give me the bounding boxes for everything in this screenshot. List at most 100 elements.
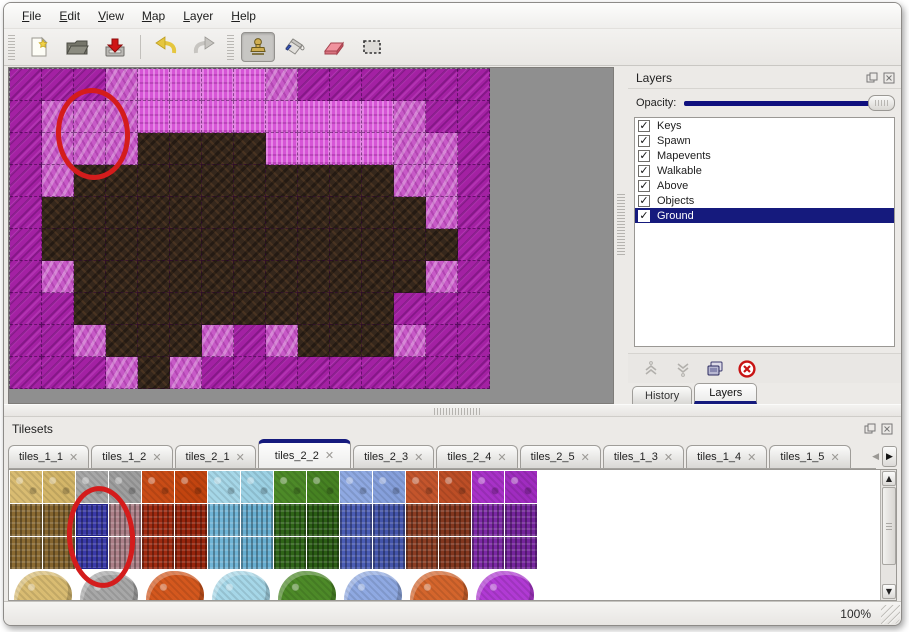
map-tile-dark-brown-rock[interactable] — [202, 197, 234, 229]
map-tile-dark-brown-rock[interactable] — [170, 197, 202, 229]
map-tile-dark-brown-rock[interactable] — [266, 293, 298, 325]
map-tile-bright-pink-moss[interactable] — [138, 101, 170, 133]
map-tile-light-pink-rock[interactable] — [426, 197, 458, 229]
map-tile-dark-brown-rock[interactable] — [106, 197, 138, 229]
map-tile-magenta-rock[interactable] — [426, 293, 458, 325]
map-tile-dark-brown-rock[interactable] — [234, 229, 266, 261]
tileset-cell-redrock[interactable] — [439, 504, 471, 536]
map-tile-light-pink-rock[interactable] — [74, 101, 106, 133]
layer-visibility-checkbox[interactable]: ✓ — [638, 164, 650, 177]
map-tile-magenta-rock[interactable] — [10, 325, 42, 357]
map-tile-magenta-rock[interactable] — [10, 165, 42, 197]
map-tile-dark-brown-rock[interactable] — [170, 325, 202, 357]
tileset-cell-redrock[interactable] — [406, 504, 438, 536]
tileset-cell-vine[interactable] — [274, 471, 306, 503]
map-tile-magenta-rock[interactable] — [10, 357, 42, 389]
map-tile-magenta-rock[interactable] — [10, 101, 42, 133]
map-tile-light-pink-rock[interactable] — [426, 133, 458, 165]
tileset-cell-crystal[interactable] — [340, 504, 372, 536]
map-tile-dark-brown-rock[interactable] — [394, 197, 426, 229]
map-tile-dark-brown-rock[interactable] — [234, 261, 266, 293]
map-tile-dark-brown-rock[interactable] — [298, 293, 330, 325]
map-tile-light-pink-rock[interactable] — [202, 325, 234, 357]
map-tile-dark-brown-rock[interactable] — [138, 261, 170, 293]
map-tile-dark-brown-rock[interactable] — [202, 133, 234, 165]
layer-row-ground[interactable]: ✓ Ground — [635, 208, 894, 223]
map-tile-magenta-rock[interactable] — [10, 69, 42, 101]
map-tile-bright-pink-moss[interactable] — [138, 69, 170, 101]
map-tile-bright-pink-moss[interactable] — [234, 101, 266, 133]
splitter-grip-horizontal[interactable] — [434, 408, 480, 415]
horizontal-splitter[interactable] — [4, 404, 901, 417]
map-tile-magenta-rock[interactable] — [298, 69, 330, 101]
map-tile-dark-brown-rock[interactable] — [106, 165, 138, 197]
map-tile-dark-brown-rock[interactable] — [362, 325, 394, 357]
tileset-cell-straw[interactable] — [10, 537, 42, 569]
scroll-thumb[interactable] — [882, 487, 896, 565]
map-tile-dark-brown-rock[interactable] — [234, 197, 266, 229]
tab-close-icon[interactable]: ✕ — [69, 450, 79, 464]
map-tile-bright-pink-moss[interactable] — [266, 101, 298, 133]
toolbar-drag-handle[interactable] — [8, 34, 15, 60]
tileset-cell-redrock[interactable] — [406, 471, 438, 503]
map-tile-magenta-rock[interactable] — [458, 325, 490, 357]
map-tile-dark-brown-rock[interactable] — [202, 293, 234, 325]
map-tile-dark-brown-rock[interactable] — [74, 229, 106, 261]
map-tile-dark-brown-rock[interactable] — [42, 229, 74, 261]
map-tile-bright-pink-moss[interactable] — [298, 101, 330, 133]
tileset-tab-tiles_2_3[interactable]: tiles_2_3 ✕ — [353, 445, 435, 468]
map-tile-dark-brown-rock[interactable] — [74, 261, 106, 293]
map-tile-bright-pink-moss[interactable] — [266, 133, 298, 165]
tileset-cell-crystal[interactable] — [340, 537, 372, 569]
float-panel-icon[interactable] — [865, 71, 878, 84]
map-tile-dark-brown-rock[interactable] — [138, 325, 170, 357]
tileset-cell-straw[interactable] — [43, 471, 75, 503]
tileset-cell-stone[interactable] — [109, 537, 141, 569]
tileset-cell-straw[interactable] — [43, 537, 75, 569]
tileset-cell-ice[interactable] — [241, 504, 273, 536]
tileset-cell-vine[interactable] — [307, 504, 339, 536]
map-tile-magenta-rock[interactable] — [10, 293, 42, 325]
duplicate-layer-button[interactable] — [704, 359, 726, 379]
map-tile-dark-brown-rock[interactable] — [266, 229, 298, 261]
map-tile-magenta-rock[interactable] — [394, 293, 426, 325]
map-tile-dark-brown-rock[interactable] — [298, 325, 330, 357]
toolbar-drag-handle-2[interactable] — [227, 34, 234, 60]
tileset-cell-ice[interactable] — [208, 504, 240, 536]
tileset-blob[interactable] — [344, 571, 402, 600]
tileset-grid[interactable] — [10, 471, 537, 569]
map-tile-magenta-rock[interactable] — [362, 69, 394, 101]
map-tile-dark-brown-rock[interactable] — [426, 229, 458, 261]
tileset-cell-lava[interactable] — [142, 471, 174, 503]
tileset-viewport[interactable]: ▲ ▼ — [8, 469, 897, 601]
map-tile-dark-brown-rock[interactable] — [298, 229, 330, 261]
map-tile-dark-brown-rock[interactable] — [362, 261, 394, 293]
map-tile-dark-brown-rock[interactable] — [202, 165, 234, 197]
map-tile-dark-brown-rock[interactable] — [170, 261, 202, 293]
tileset-cell-purple[interactable] — [505, 537, 537, 569]
map-tile-light-pink-rock[interactable] — [106, 69, 138, 101]
tileset-blob[interactable] — [410, 571, 468, 600]
map-tile-light-pink-rock[interactable] — [106, 357, 138, 389]
map-tile-dark-brown-rock[interactable] — [266, 197, 298, 229]
splitter-grip[interactable] — [617, 193, 625, 255]
map-tile-dark-brown-rock[interactable] — [394, 261, 426, 293]
map-tile-dark-brown-rock[interactable] — [362, 229, 394, 261]
tileset-tab-tiles_1_4[interactable]: tiles_1_4 ✕ — [686, 445, 768, 468]
map-tile-dark-brown-rock[interactable] — [330, 261, 362, 293]
map-tile-dark-brown-rock[interactable] — [234, 165, 266, 197]
menu-item-edit[interactable]: Edit — [59, 8, 81, 23]
tab-close-icon[interactable]: ✕ — [747, 450, 757, 464]
map-tile-dark-brown-rock[interactable] — [266, 165, 298, 197]
tileset-scroll-left-button[interactable]: ◀ — [872, 451, 879, 462]
map-tile-magenta-rock[interactable] — [458, 261, 490, 293]
undo-button[interactable] — [149, 32, 183, 62]
layer-row-objects[interactable]: ✓ Objects — [635, 193, 894, 208]
map-tile-dark-brown-rock[interactable] — [170, 165, 202, 197]
map-tile-light-pink-rock[interactable] — [394, 101, 426, 133]
lower-layer-button[interactable] — [672, 359, 694, 379]
tileset-cell-stone-selected[interactable] — [76, 537, 108, 569]
map-tile-dark-brown-rock[interactable] — [138, 357, 170, 389]
tileset-tab-tiles_1_5[interactable]: tiles_1_5 ✕ — [769, 445, 851, 468]
map-tile-magenta-rock[interactable] — [394, 69, 426, 101]
